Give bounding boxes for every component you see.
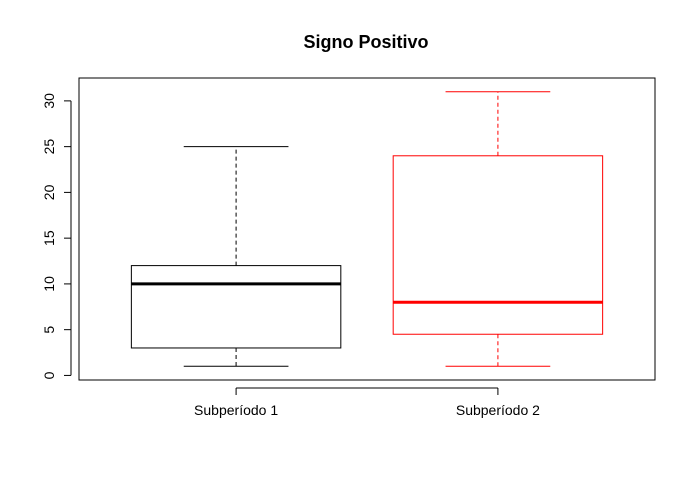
chart-title: Signo Positivo — [303, 32, 428, 52]
x-axis: Subperíodo 1 Subperíodo 2 — [194, 387, 540, 418]
y-tick-label: 0 — [41, 371, 57, 379]
y-tick-label: 5 — [41, 326, 57, 334]
y-tick-label: 25 — [41, 139, 57, 155]
iqr-box — [130, 265, 342, 349]
iqr-box — [392, 155, 604, 335]
y-tick-label: 30 — [41, 93, 57, 109]
x-tick-label: Subperíodo 1 — [194, 402, 278, 418]
box-1 — [130, 146, 342, 367]
y-tick-label: 10 — [41, 276, 57, 292]
x-tick-label: Subperíodo 2 — [456, 402, 540, 418]
y-tick-label: 20 — [41, 184, 57, 200]
y-tick-label: 15 — [41, 230, 57, 246]
plot-frame — [78, 77, 656, 381]
boxes-group — [130, 91, 604, 367]
y-axis: 0 5 10 15 20 25 30 — [41, 93, 72, 379]
box-2 — [392, 91, 604, 367]
